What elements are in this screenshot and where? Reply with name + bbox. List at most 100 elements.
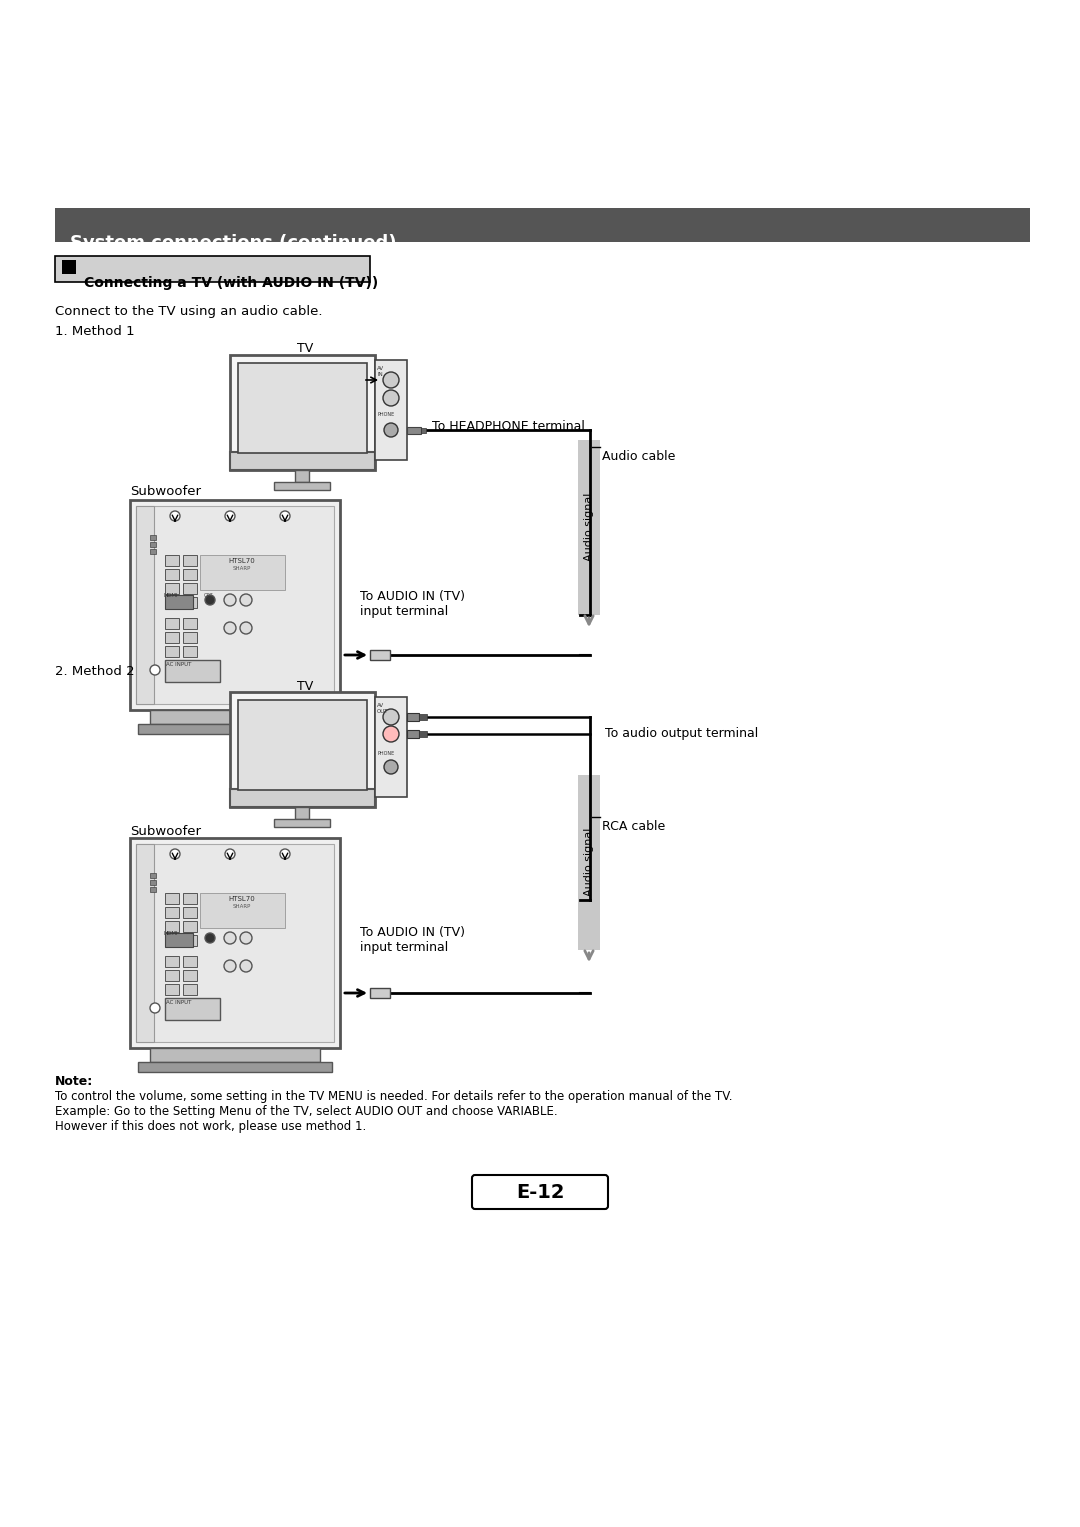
Bar: [165, 907, 179, 918]
Text: Audio cable: Audio cable: [602, 450, 675, 463]
Text: OPT: OPT: [204, 592, 214, 599]
Bar: [183, 583, 197, 594]
Bar: [238, 363, 367, 454]
Circle shape: [205, 596, 215, 605]
Bar: [165, 893, 179, 904]
Bar: [136, 844, 154, 1041]
Text: To HEADPHONE terminal: To HEADPHONE terminal: [432, 420, 585, 432]
Circle shape: [170, 849, 180, 860]
Bar: [183, 983, 197, 996]
Text: SHARP: SHARP: [233, 567, 252, 571]
Bar: [183, 893, 197, 904]
Bar: [238, 699, 367, 789]
Bar: [150, 542, 156, 547]
Text: Subwoofer: Subwoofer: [130, 486, 201, 498]
Bar: [55, 208, 1030, 241]
Circle shape: [383, 725, 399, 742]
Bar: [183, 921, 197, 931]
Text: TV: TV: [297, 342, 313, 354]
Text: SHARP: SHARP: [233, 904, 252, 909]
Bar: [295, 470, 309, 483]
Text: AV: AV: [377, 366, 384, 371]
Bar: [407, 428, 421, 434]
Text: To AUDIO IN (TV): To AUDIO IN (TV): [360, 589, 465, 603]
Bar: [375, 360, 407, 460]
Bar: [62, 260, 76, 273]
Text: Example: Go to the Setting Menu of the TV, select AUDIO OUT and choose VARIABLE.: Example: Go to the Setting Menu of the T…: [55, 1106, 557, 1118]
Bar: [165, 632, 179, 643]
Bar: [183, 907, 197, 918]
Text: However if this does not work, please use method 1.: However if this does not work, please us…: [55, 1119, 366, 1133]
Bar: [183, 956, 197, 967]
Text: TV: TV: [297, 680, 313, 693]
Bar: [165, 921, 179, 931]
Bar: [165, 646, 179, 657]
Text: E-12: E-12: [516, 1183, 564, 1202]
Bar: [150, 710, 320, 724]
Circle shape: [383, 709, 399, 725]
Text: 2. Method 2: 2. Method 2: [55, 664, 135, 678]
Circle shape: [240, 931, 252, 944]
Bar: [165, 970, 179, 980]
Bar: [407, 713, 419, 721]
Circle shape: [224, 621, 237, 634]
Bar: [165, 618, 179, 629]
Bar: [165, 596, 193, 609]
Text: Subwoofer: Subwoofer: [130, 825, 201, 838]
Bar: [407, 730, 419, 738]
Bar: [130, 499, 340, 710]
Bar: [183, 618, 197, 629]
Bar: [150, 873, 156, 878]
Text: System connections (continued): System connections (continued): [70, 234, 396, 252]
Circle shape: [225, 512, 235, 521]
Bar: [183, 570, 197, 580]
Bar: [370, 651, 390, 660]
Text: Note:: Note:: [55, 1075, 93, 1089]
Bar: [183, 646, 197, 657]
Circle shape: [150, 1003, 160, 1012]
Text: Audio signal: Audio signal: [584, 828, 594, 896]
Bar: [230, 692, 375, 806]
Text: AV: AV: [377, 702, 384, 709]
Circle shape: [384, 423, 399, 437]
Bar: [138, 1061, 332, 1072]
Bar: [165, 956, 179, 967]
Bar: [165, 983, 179, 996]
Text: Connect to the TV using an audio cable.: Connect to the TV using an audio cable.: [55, 305, 323, 318]
Text: 1. Method 1: 1. Method 1: [55, 325, 135, 337]
Bar: [138, 724, 332, 734]
Bar: [165, 554, 179, 567]
Bar: [150, 1048, 320, 1061]
Bar: [183, 554, 197, 567]
Text: IN: IN: [377, 373, 382, 377]
Bar: [200, 893, 285, 928]
Bar: [165, 935, 179, 947]
Bar: [165, 583, 179, 594]
Text: HDMI: HDMI: [164, 592, 178, 599]
Circle shape: [225, 849, 235, 860]
Bar: [274, 818, 330, 828]
Bar: [230, 452, 375, 470]
Bar: [295, 806, 309, 818]
Bar: [150, 550, 156, 554]
Bar: [165, 597, 179, 608]
Circle shape: [205, 933, 215, 944]
Bar: [419, 731, 427, 738]
Bar: [183, 935, 197, 947]
Circle shape: [383, 373, 399, 388]
Text: OUT: OUT: [377, 709, 389, 715]
FancyBboxPatch shape: [472, 1174, 608, 1209]
Bar: [150, 880, 156, 886]
Bar: [55, 257, 370, 282]
Bar: [150, 534, 156, 541]
Circle shape: [150, 664, 160, 675]
Bar: [165, 933, 193, 947]
Bar: [136, 844, 334, 1041]
Circle shape: [224, 931, 237, 944]
Bar: [375, 696, 407, 797]
Bar: [200, 554, 285, 589]
Bar: [136, 505, 154, 704]
Text: AC INPUT: AC INPUT: [166, 1000, 191, 1005]
Bar: [230, 354, 375, 470]
Bar: [165, 570, 179, 580]
